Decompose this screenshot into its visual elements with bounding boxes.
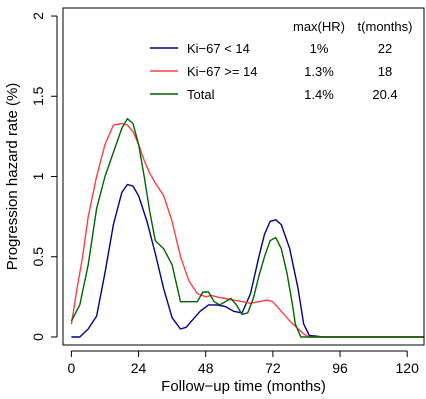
- legend-max-hr-2: 1.3%: [304, 64, 334, 79]
- legend: max(HR) t(months) Ki−67 < 14 1% 22 Ki−67 >=…: [150, 19, 412, 102]
- x-axis: 0 24 48 72 96 120: [67, 350, 420, 376]
- x-tick-label: 48: [198, 360, 214, 376]
- legend-t-months-3: 20.4: [372, 87, 397, 102]
- x-tick-label: 120: [396, 360, 420, 376]
- series-line-1: [71, 183, 424, 338]
- legend-max-hr-1: 1%: [310, 41, 329, 56]
- legend-header-max-hr: max(HR): [293, 19, 345, 34]
- x-tick-label: 0: [67, 360, 75, 376]
- legend-header-t-months: t(months): [358, 19, 413, 34]
- y-tick-label: 2: [30, 12, 46, 20]
- series-line-2: [70, 122, 424, 338]
- y-tick-label: 1: [30, 172, 46, 180]
- y-axis: 0 0.5 1 1.5 2: [30, 12, 58, 341]
- series-lines: [70, 117, 424, 338]
- legend-label-3: Total: [187, 87, 215, 102]
- y-axis-title: Progression hazard rate (%): [4, 83, 21, 271]
- y-tick-label: 1.5: [30, 86, 46, 106]
- x-tick-label: 24: [131, 360, 147, 376]
- y-tick-label: 0: [30, 333, 46, 341]
- series-line-3: [70, 117, 424, 338]
- legend-label-1: Ki−67 < 14: [187, 41, 250, 56]
- legend-t-months-2: 18: [378, 64, 392, 79]
- plot-frame: [62, 7, 425, 346]
- legend-max-hr-3: 1.4%: [304, 87, 334, 102]
- x-tick-label: 72: [265, 360, 281, 376]
- x-tick-label: 96: [332, 360, 348, 376]
- x-axis-title: Follow−up time (months): [161, 378, 326, 395]
- y-tick-label: 0.5: [30, 247, 46, 267]
- legend-label-2: Ki−67 >= 14: [187, 64, 257, 79]
- legend-t-months-1: 22: [378, 41, 392, 56]
